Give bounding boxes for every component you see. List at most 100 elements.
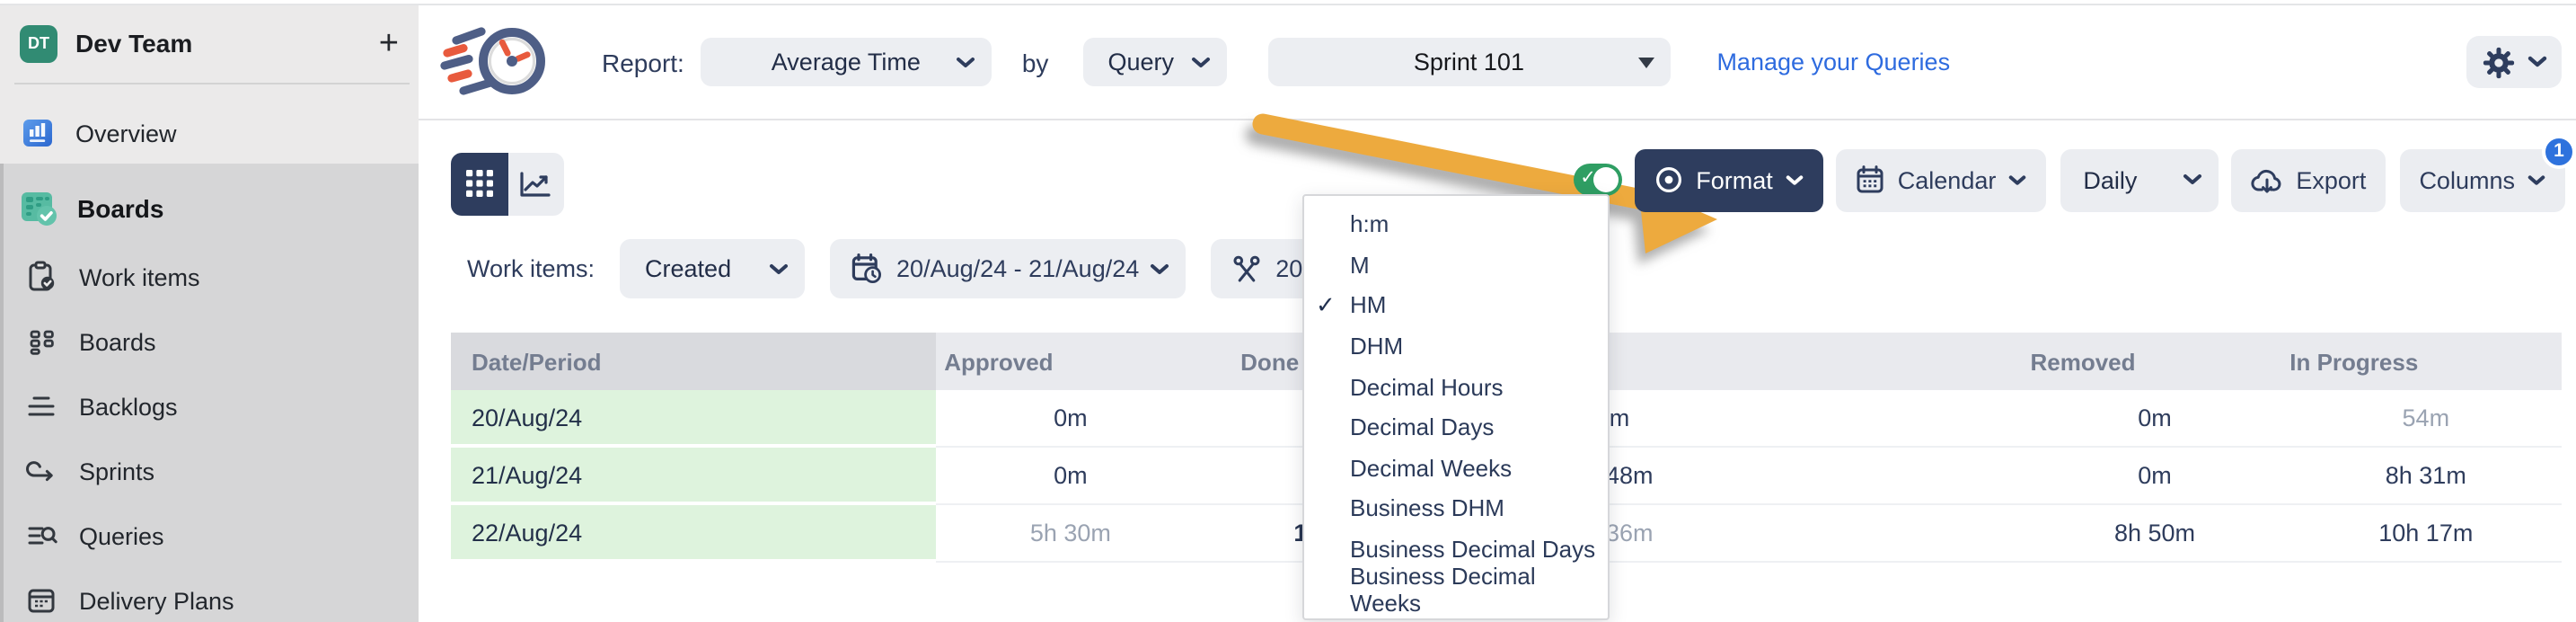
chevron-down-icon (956, 56, 975, 68)
enabled-toggle[interactable]: ✓ (1573, 164, 1622, 196)
date-range-button[interactable]: 20/Aug/24 - 21/Aug/24 (830, 239, 1187, 298)
format-button-label: Format (1696, 166, 1773, 193)
value-cell: 0m (935, 390, 1206, 448)
chevron-down-icon (2527, 174, 2545, 184)
format-button[interactable]: Format (1635, 148, 1823, 211)
cloud-download-icon (2251, 166, 2283, 193)
report-type-select[interactable]: Average Time (700, 38, 992, 86)
value-cell (1748, 448, 2020, 505)
chevron-down-icon (2009, 174, 2026, 184)
sidebar-item-label: Delivery Plans (79, 587, 234, 614)
team-avatar: DT (20, 24, 57, 62)
chevron-down-icon (2527, 56, 2546, 68)
calendar-button-label: Calendar (1897, 166, 1997, 193)
menu-item-decimal-weeks[interactable]: ✓ Decimal Weeks (1350, 454, 1513, 482)
column-header-date-period[interactable]: Date/Period (450, 333, 935, 390)
date-cell: 21/Aug/24 (450, 448, 935, 505)
columns-count-badge: 1 (2542, 134, 2576, 168)
group-by-select[interactable]: Query (1082, 38, 1227, 86)
query-value: Sprint 101 (1413, 49, 1524, 76)
team-row[interactable]: DT Dev Team + (0, 5, 419, 81)
value-cell: 5h 30m (935, 505, 1206, 563)
settings-button[interactable] (2466, 36, 2562, 88)
group-by-value: Query (1107, 49, 1174, 76)
sidebar-item-label: Boards (79, 328, 156, 355)
dropdown-arrow-icon (1637, 57, 1654, 67)
chevron-down-icon (1786, 174, 1804, 184)
value-cell: 0m (935, 448, 1206, 505)
report-header: Report: Average Time by Query Sprint 101… (419, 5, 2576, 120)
check-icon: ✓ (1316, 290, 1336, 318)
value-cell: 54m (2289, 390, 2562, 448)
columns-button-wrap: Columns 1 (2399, 134, 2576, 211)
sidebar-item-boards-hub[interactable]: Boards (4, 173, 419, 244)
value-cell (1748, 505, 2020, 563)
sidebar-item-label: Work items (79, 263, 200, 290)
work-items-state-select[interactable]: Created (620, 239, 806, 298)
toggle-knob (1592, 167, 1619, 192)
menu-item-hm-colon[interactable]: ✓ h:m (1350, 210, 1389, 238)
date-range-value: 20/Aug/24 - 21/Aug/24 (896, 255, 1140, 282)
table-view-button[interactable] (451, 153, 507, 215)
calendar-icon (1857, 165, 1885, 194)
queries-icon (23, 518, 59, 554)
value-cell: 0m (2019, 390, 2290, 448)
sidebar: DT Dev Team + Overview (0, 5, 419, 622)
column-header-hidden (1748, 333, 2020, 390)
granularity-select[interactable]: Daily (2060, 148, 2219, 211)
sidebar-item-backlogs[interactable]: Backlogs (4, 374, 419, 439)
menu-item-business-decimal-days[interactable]: ✓ Business Decimal Days (1350, 536, 1596, 564)
column-header-in-progress[interactable]: In Progress (2289, 333, 2562, 390)
calendar-button[interactable]: Calendar (1836, 148, 2047, 211)
team-name: Dev Team (75, 29, 193, 58)
sidebar-item-boards[interactable]: Boards (4, 309, 419, 374)
menu-item-decimal-days[interactable]: ✓ Decimal Days (1350, 413, 1495, 441)
menu-item-m[interactable]: ✓ M (1350, 251, 1370, 279)
sidebar-item-queries[interactable]: Queries (4, 503, 419, 568)
date-cell: 20/Aug/24 (450, 390, 935, 448)
date-cell: 22/Aug/24 (450, 505, 935, 563)
sidebar-item-work-items[interactable]: Work items (4, 244, 419, 309)
value-cell: 8h 50m (2019, 505, 2290, 563)
work-items-state-value: Created (645, 255, 732, 282)
screenful-logo-icon (440, 21, 555, 103)
boards-icon (23, 324, 59, 360)
view-toggle (451, 153, 564, 215)
export-button-label: Export (2296, 166, 2367, 193)
menu-item-dhm[interactable]: ✓ DHM (1350, 333, 1404, 360)
add-project-button[interactable]: + (378, 24, 399, 62)
sprints-icon (23, 453, 59, 489)
work-items-label: Work items: (467, 255, 595, 282)
grid-icon (465, 170, 494, 199)
by-label: by (1021, 48, 1049, 76)
query-select[interactable]: Sprint 101 (1267, 38, 1671, 86)
report-type-value: Average Time (771, 49, 921, 76)
menu-item-hm[interactable]: ✓ HM (1316, 290, 1387, 319)
column-header-approved[interactable]: Approved (935, 333, 1206, 390)
target-icon (1654, 165, 1683, 194)
manage-queries-link[interactable]: Manage your Queries (1716, 49, 1951, 76)
format-menu: ✓ h:m ✓ M ✓ HM ✓ DHM ✓ Decimal Hours ✓ D… (1301, 193, 1609, 619)
sidebar-item-label: Sprints (79, 458, 155, 484)
export-button[interactable]: Export (2231, 148, 2386, 211)
menu-item-decimal-hours[interactable]: ✓ Decimal Hours (1350, 373, 1504, 401)
menu-item-business-dhm[interactable]: ✓ Business DHM (1350, 494, 1504, 522)
gear-icon (2482, 46, 2514, 78)
overview-icon (20, 115, 56, 151)
chevron-down-icon (2182, 173, 2201, 186)
backlogs-icon (23, 388, 59, 424)
column-header-removed[interactable]: Removed (2019, 333, 2290, 390)
sidebar-item-overview[interactable]: Overview (0, 97, 419, 169)
sidebar-item-label: Queries (79, 522, 164, 549)
sidebar-item-delivery-plans[interactable]: Delivery Plans (4, 568, 419, 622)
sidebar-item-sprints[interactable]: Sprints (4, 439, 419, 503)
sidebar-item-label: Backlogs (79, 393, 178, 420)
work-items-icon (23, 259, 59, 295)
chart-view-button[interactable] (507, 153, 564, 215)
value-cell (1748, 390, 2020, 448)
toolbar: ✓ Format Calendar (1573, 134, 2576, 211)
columns-button[interactable]: Columns (2399, 148, 2565, 211)
menu-item-business-decimal-weeks[interactable]: ✓ Business Decimal Weeks (1350, 563, 1536, 618)
value-cell: 10h 17m (2289, 505, 2562, 563)
